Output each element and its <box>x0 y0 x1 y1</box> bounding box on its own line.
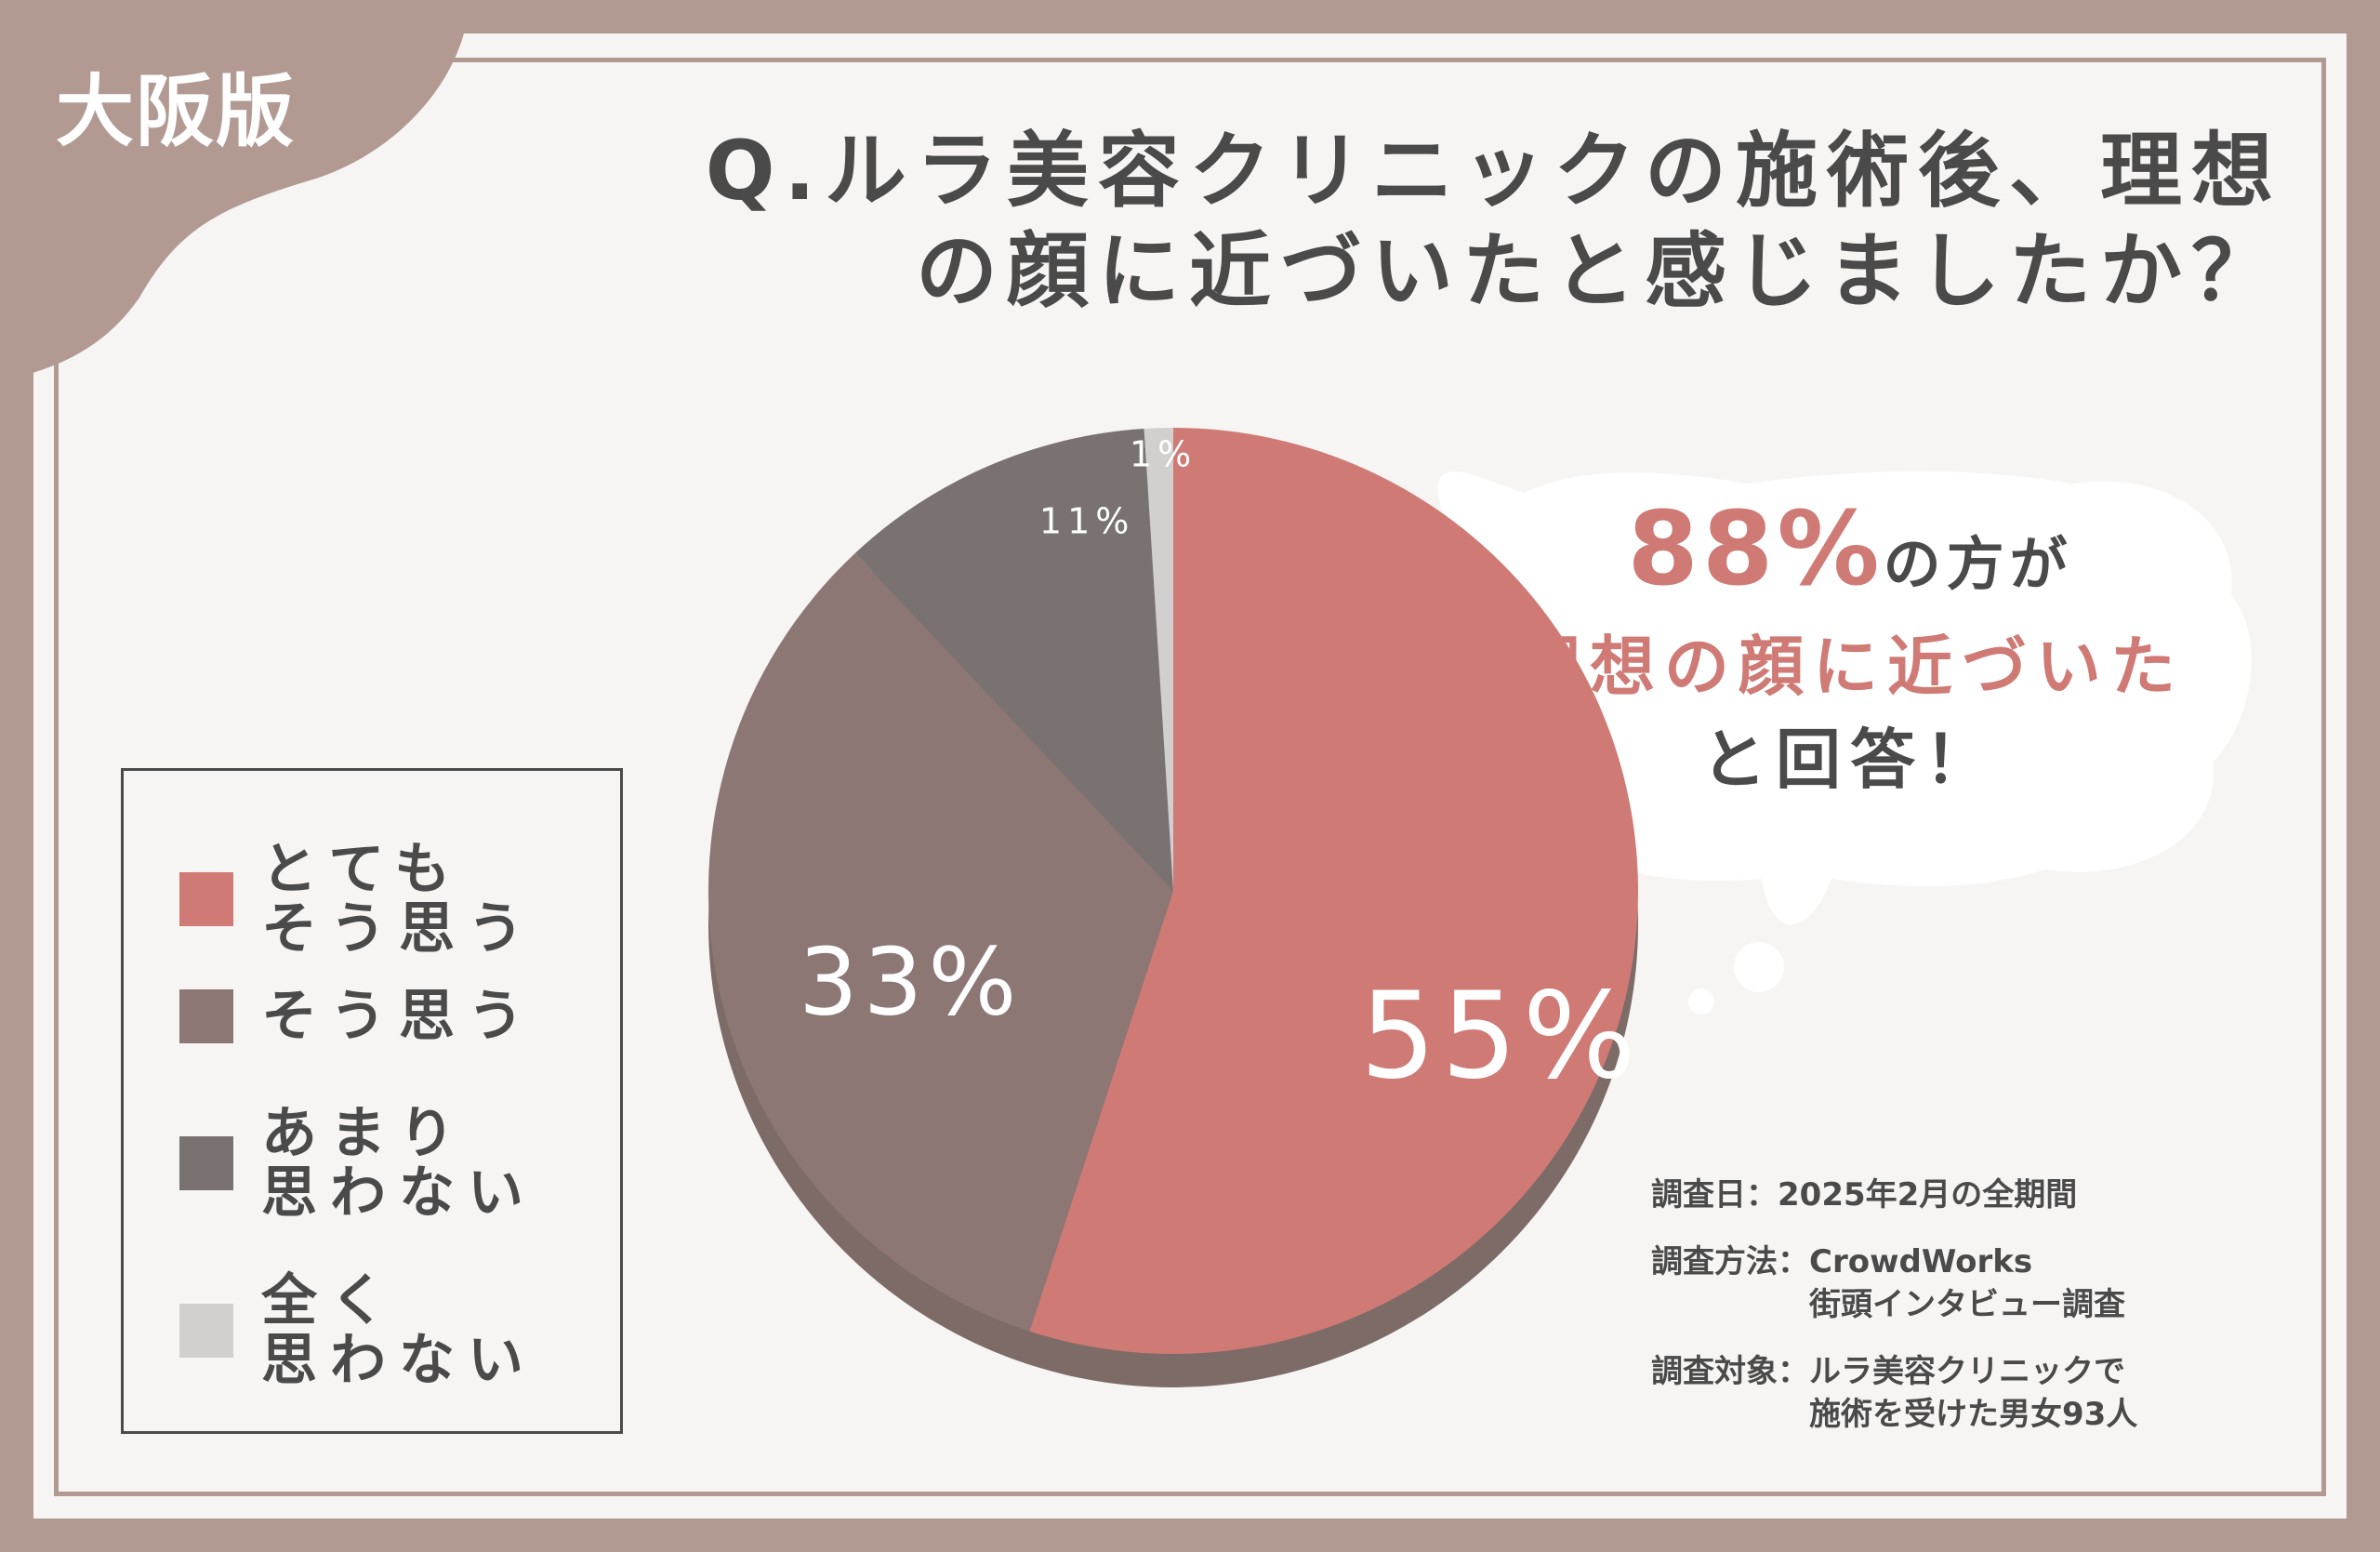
pie-slice <box>708 552 1173 1332</box>
legend-item-very-much: とても そう思う <box>179 840 540 959</box>
legend-label: 全く 思わない <box>261 1268 536 1393</box>
survey-method-key: 調査方法： <box>1651 1243 1809 1280</box>
survey-date-value: 2025年2月の全期間 <box>1778 1176 2078 1214</box>
legend-swatch <box>179 1136 233 1190</box>
pie-slice-label: 33% <box>799 928 1022 1037</box>
pie-slice-label: 55% <box>1360 967 1642 1106</box>
corner-tab-shape <box>0 0 469 381</box>
survey-date-key: 調査日： <box>1651 1176 1778 1214</box>
pie-slice <box>854 428 1173 891</box>
legend-label: あまり 思わない <box>261 1101 536 1226</box>
legend-item-not-really: あまり 思わない <box>179 1104 540 1223</box>
survey-target-value: ルラ美容クリニックで 施術を受けた男女93人 <box>1809 1353 2138 1433</box>
inner-frame <box>54 58 2326 1496</box>
survey-target-key: 調査対象： <box>1651 1353 1809 1390</box>
callout-text: 88%の方が 理想の顔に近づいた と回答！ <box>1450 493 2250 806</box>
legend-swatch <box>179 872 233 926</box>
legend-item-somewhat: そう思う <box>179 987 540 1046</box>
survey-method: 調査方法： CrowdWorks 街頭インタビュー調査 <box>1651 1240 2255 1326</box>
pie-slice <box>1144 428 1173 891</box>
region-tag: 大阪版 <box>56 66 297 157</box>
pie-slice-label: 1% <box>1130 434 1197 475</box>
callout-line-1: 88%の方が <box>1450 493 2250 620</box>
survey-info: 調査日： 2025年2月の全期間 調査方法： CrowdWorks 街頭インタビ… <box>1651 1174 2255 1460</box>
callout-line-1-rest: の方が <box>1883 530 2073 598</box>
callout-percent: 88% <box>1627 489 1884 608</box>
legend-label: とても そう思う <box>261 837 536 962</box>
callout-line-3: と回答！ <box>1701 722 1999 798</box>
title-line-1: Q.ルラ美容クリニックの施術後、理想 <box>705 123 2282 219</box>
bubble-dot-large <box>1734 942 1784 992</box>
legend: とても そう思う そう思う あまり 思わない 全く 思わない <box>121 768 623 1434</box>
legend-swatch <box>179 1304 233 1358</box>
legend-swatch <box>179 989 233 1043</box>
survey-target: 調査対象： ルラ美容クリニックで 施術を受けた男女93人 <box>1651 1350 2255 1436</box>
bubble-dot-small <box>1688 988 1714 1015</box>
pie-chart: 55% 33% 11% 1% <box>708 428 1642 1387</box>
pie-slice <box>1029 428 1639 1355</box>
survey-method-value: CrowdWorks 街頭インタビュー調査 <box>1809 1243 2125 1323</box>
survey-date: 調査日： 2025年2月の全期間 <box>1651 1174 2255 1216</box>
legend-label: そう思う <box>261 984 536 1049</box>
question-title: Q.ルラ美容クリニックの施術後、理想 の顔に近づいたと感じましたか？ <box>330 121 2282 322</box>
callout-line-2: 理想の顔に近づいた <box>1515 629 2185 705</box>
legend-item-not-at-all: 全く 思わない <box>179 1271 540 1390</box>
title-line-2: の顔に近づいたと感じましたか？ <box>915 223 2282 319</box>
pie-slice-label: 11% <box>1039 501 1134 542</box>
